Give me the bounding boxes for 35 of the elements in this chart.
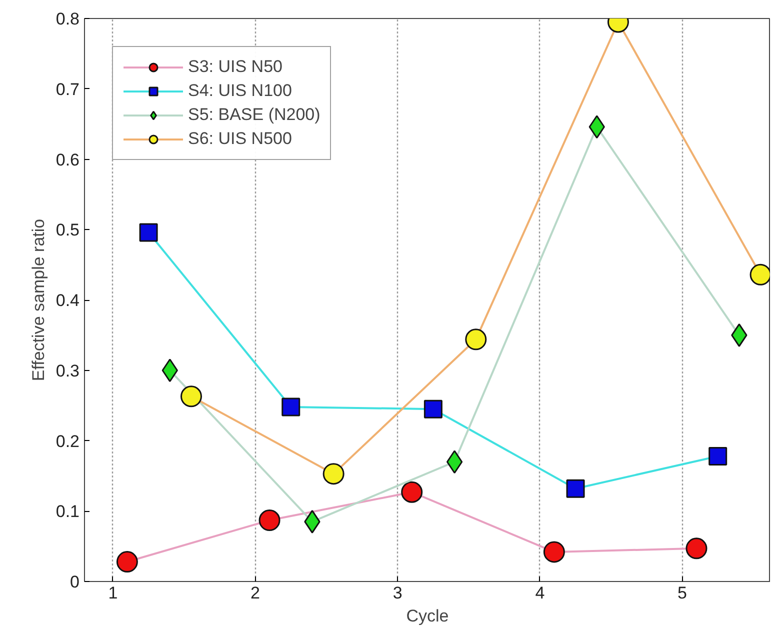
x-tick-label: 3	[392, 584, 402, 602]
x-axis-title: Cycle	[406, 606, 449, 626]
point	[686, 538, 708, 560]
x-tick-label: 5	[678, 584, 687, 602]
point	[322, 463, 344, 485]
y-tick-label: 0.7	[56, 80, 80, 99]
y-tick-label: 0.6	[56, 150, 80, 170]
point	[543, 541, 565, 563]
point	[446, 450, 463, 474]
x-tick-label: 2	[250, 584, 260, 602]
legend-label: S6: UIS N500	[188, 129, 292, 149]
y-tick-label: 0.8	[56, 10, 80, 28]
y-tick-label: 0.2	[56, 432, 80, 451]
y-axis-title: Effective sample ratio	[28, 218, 48, 382]
y-tick-label: 0.1	[56, 502, 80, 522]
point	[116, 551, 138, 573]
legend-label: S4: UIS N100	[188, 81, 292, 101]
y-tick-label: 0.5	[56, 220, 80, 240]
legend-label: S3: UIS N50	[188, 57, 282, 77]
point	[282, 398, 300, 416]
y-tick-label: 0.4	[56, 291, 80, 310]
point	[180, 386, 202, 408]
point	[424, 400, 442, 418]
point	[258, 510, 280, 532]
x-tick-label: 1	[108, 584, 118, 602]
point	[401, 481, 423, 503]
point	[566, 479, 585, 498]
point	[465, 328, 487, 350]
y-tick-label: 0.3	[56, 361, 80, 380]
legend-label: S5: BASE (N200)	[188, 105, 320, 125]
point	[708, 446, 728, 466]
point	[139, 223, 158, 242]
x-tick-label: 4	[535, 584, 545, 602]
point	[750, 264, 770, 286]
y-tick-label: 0	[70, 572, 80, 592]
